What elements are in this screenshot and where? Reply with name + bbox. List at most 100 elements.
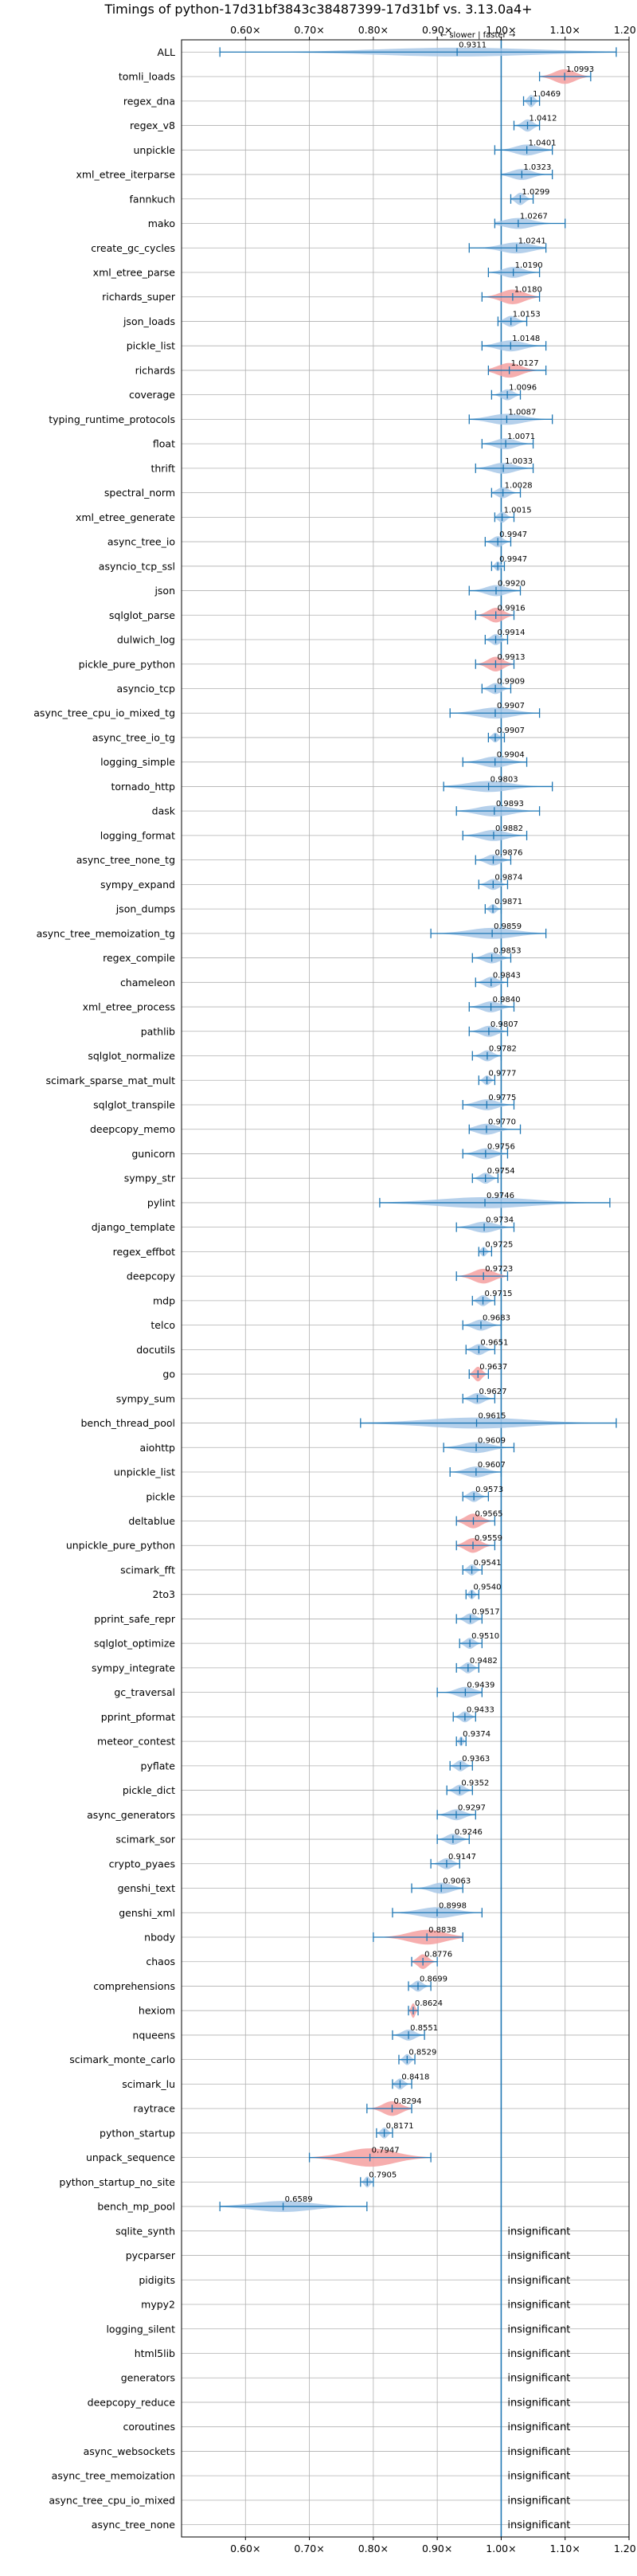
- category-label-87: python_startup_no_site: [59, 2176, 175, 2188]
- category-label-42: scimark_sparse_mat_mult: [46, 1075, 176, 1086]
- insignificant-label-93: insignificant: [507, 2323, 570, 2335]
- value-label-83: 0.8418: [401, 2073, 429, 2081]
- category-label-73: scimark_sor: [115, 1834, 175, 1846]
- category-label-86: unpack_sequence: [86, 2151, 175, 2163]
- category-label-33: async_tree_none_tg: [76, 854, 175, 866]
- category-label-40: pathlib: [141, 1025, 175, 1037]
- category-label-100: async_tree_cpu_io_mixed: [49, 2494, 175, 2506]
- category-label-91: pidigits: [139, 2274, 175, 2286]
- value-label-27: 0.9907: [497, 702, 525, 711]
- x-tick-label-bottom-3: 0.90×: [422, 2543, 452, 2554]
- value-label-39: 0.9840: [493, 996, 521, 1004]
- category-label-15: typing_runtime_protocols: [49, 413, 175, 425]
- category-label-74: crypto_pyaes: [109, 1858, 175, 1869]
- value-label-88: 0.6589: [285, 2195, 313, 2204]
- category-label-1: tomli_loads: [119, 71, 175, 83]
- x-tick-label-bottom-0: 0.60×: [230, 2543, 260, 2554]
- value-label-33: 0.9876: [494, 849, 522, 858]
- value-label-22: 0.9920: [498, 580, 526, 589]
- value-label-75: 0.9063: [443, 1877, 471, 1886]
- value-label-66: 0.9482: [470, 1657, 498, 1666]
- category-label-35: json_dumps: [115, 903, 175, 915]
- category-label-45: gunicorn: [131, 1148, 175, 1160]
- value-label-54: 0.9637: [479, 1363, 507, 1372]
- x-axis-top: 0.60× 0.70× 0.80× 0.90× 1.00× 1.10× 1.20×: [230, 24, 637, 40]
- category-label-9: xml_etree_parse: [93, 266, 176, 278]
- category-label-60: deltablue: [128, 1515, 175, 1527]
- value-label-50: 0.9723: [485, 1265, 513, 1274]
- grid-lines: [182, 40, 630, 2537]
- value-label-37: 0.9853: [494, 947, 522, 956]
- category-label-43: sqlglot_transpile: [93, 1098, 175, 1110]
- value-label-17: 1.0033: [505, 457, 533, 466]
- category-label-77: nbody: [144, 1931, 175, 1943]
- category-label-44: deepcopy_memo: [90, 1123, 175, 1135]
- value-label-43: 0.9775: [488, 1094, 516, 1102]
- category-label-63: 2to3: [153, 1588, 175, 1600]
- value-label-74: 0.9147: [448, 1853, 476, 1862]
- x-tick-label-top-1: 0.70×: [294, 24, 324, 36]
- value-label-9: 1.0190: [515, 261, 543, 270]
- insignificant-label-90: insignificant: [507, 2250, 570, 2262]
- category-label-101: async_tree_none: [92, 2519, 176, 2531]
- category-label-53: docutils: [136, 1344, 175, 1356]
- insignificant-label-101: insignificant: [507, 2519, 570, 2531]
- x-tick-label-bottom-2: 0.80×: [358, 2543, 389, 2554]
- value-label-24: 0.9914: [498, 628, 526, 637]
- category-label-72: async_generators: [87, 1809, 175, 1821]
- category-label-84: raytrace: [134, 2103, 176, 2115]
- x-tick-label-top-5: 1.10×: [550, 24, 580, 36]
- insignificant-label-92: insignificant: [507, 2300, 570, 2312]
- category-label-54: go: [162, 1368, 175, 1380]
- category-label-76: genshi_xml: [119, 1907, 175, 1919]
- value-label-87: 0.7905: [369, 2171, 397, 2179]
- insignificant-label-99: insignificant: [507, 2471, 570, 2483]
- value-label-76: 0.8998: [439, 1901, 467, 1910]
- x-tick-label-top-2: 0.80×: [358, 24, 389, 36]
- insignificant-label-100: insignificant: [507, 2495, 570, 2507]
- insignificant-label-89: insignificant: [507, 2226, 570, 2237]
- category-label-97: coroutines: [123, 2421, 175, 2433]
- category-label-7: mako: [148, 217, 175, 229]
- value-label-26: 0.9909: [497, 677, 525, 686]
- category-label-38: chameleon: [120, 977, 175, 989]
- category-label-68: pprint_pformat: [101, 1711, 175, 1723]
- category-label-92: mypy2: [141, 2299, 175, 2311]
- value-label-40: 0.9807: [490, 1020, 518, 1029]
- category-label-90: pycparser: [126, 2249, 176, 2261]
- x-tick-label-bottom-6: 1.20×: [614, 2543, 637, 2554]
- value-label-48: 0.9734: [486, 1216, 514, 1225]
- category-label-4: unpickle: [133, 144, 175, 156]
- x-tick-label-top-4: 1.00×: [486, 24, 516, 36]
- category-label-23: sqlglot_parse: [109, 609, 175, 621]
- category-label-64: pprint_safe_repr: [94, 1613, 176, 1625]
- x-tick-label-top-3: 0.90×: [422, 24, 452, 36]
- value-label-52: 0.9683: [483, 1314, 510, 1323]
- category-label-47: pylint: [147, 1196, 175, 1208]
- category-label-48: django_template: [92, 1221, 176, 1233]
- category-label-37: regex_compile: [103, 952, 175, 964]
- category-label-32: logging_format: [100, 829, 175, 841]
- category-label-99: async_tree_memoization: [52, 2470, 175, 2482]
- value-label-19: 1.0015: [504, 506, 532, 515]
- category-label-8: create_gc_cycles: [91, 242, 175, 254]
- category-label-39: xml_etree_process: [83, 1001, 175, 1013]
- value-label-67: 0.9439: [467, 1681, 494, 1690]
- category-label-65: sqlglot_optimize: [94, 1638, 175, 1650]
- insignificant-label-95: insignificant: [507, 2373, 570, 2385]
- value-label-25: 0.9913: [497, 653, 525, 662]
- value-label-80: 0.8624: [415, 1999, 443, 2008]
- category-label-75: genshi_text: [118, 1882, 175, 1894]
- category-label-62: scimark_fft: [120, 1564, 175, 1576]
- value-label-45: 0.9756: [487, 1142, 515, 1151]
- category-label-14: coverage: [129, 389, 175, 401]
- value-label-84: 0.8294: [393, 2097, 421, 2106]
- value-label-82: 0.8529: [408, 2049, 436, 2057]
- category-label-70: pyflate: [141, 1760, 176, 1771]
- category-label-29: logging_simple: [100, 756, 175, 768]
- category-label-78: chaos: [146, 1955, 175, 1967]
- value-label-6: 1.0299: [522, 188, 549, 197]
- value-label-77: 0.8838: [428, 1926, 456, 1935]
- category-label-0: ALL: [158, 46, 176, 58]
